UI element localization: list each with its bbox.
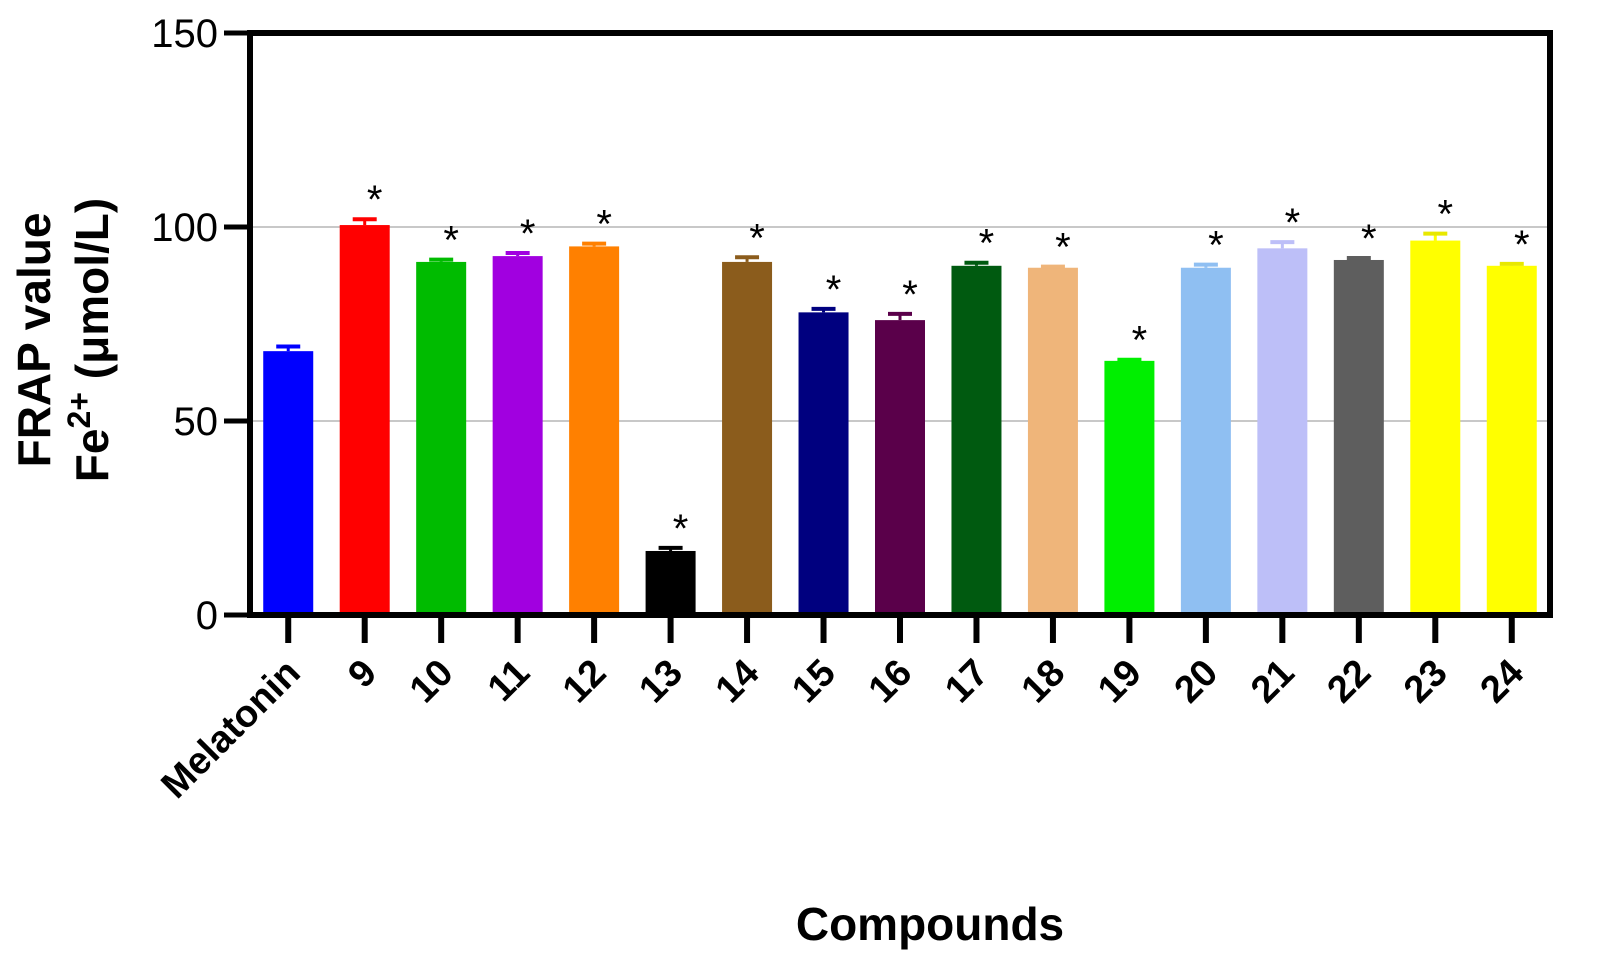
bar [798,312,849,615]
significance-mark: * [826,268,842,312]
y-axis-title-superscript: 2+ [61,392,97,428]
x-tick-label: 18 [1014,652,1074,712]
y-tick-label: 50 [174,400,219,444]
bar [569,246,620,615]
plot-frame [247,30,1553,618]
significance-mark: * [1208,224,1224,268]
bars [263,217,1537,615]
x-tick-label: 21 [1243,652,1303,712]
bar [951,265,1002,615]
x-tick-label: 19 [1090,652,1150,712]
significance-mark: * [367,178,383,222]
significance-mark: * [443,219,459,263]
x-tick-label: 12 [555,652,615,712]
significance-mark: * [596,203,612,247]
bar [722,261,773,615]
x-tick-label: 11 [480,652,538,710]
significance-mark: * [1514,223,1530,267]
significance-mark: * [1285,201,1301,245]
bar [339,225,390,615]
significance-mark: * [520,212,536,256]
significance-mark: * [1361,217,1377,261]
axes [224,30,1553,643]
bar [875,320,925,615]
bar [1410,240,1461,615]
y-axis-title-fe: Fe [66,429,118,483]
bar [1027,267,1078,615]
bar [1180,267,1231,615]
x-tick-label: 17 [937,652,997,712]
x-axis-title: Compounds [796,898,1064,950]
bar [645,550,696,615]
x-tick-label: 15 [784,652,844,712]
significance-mark: * [749,216,765,260]
bar [416,261,467,615]
y-tick-label: 0 [196,594,218,638]
y-tick-label: 100 [151,206,218,250]
significance-mark: * [1132,319,1148,363]
x-tick-label: 13 [631,652,691,712]
x-tick-label: 14 [708,652,768,712]
x-tick-label: 16 [861,652,921,712]
significance-mark: * [1055,226,1071,270]
x-tick-label: 9 [340,652,385,697]
x-tick-label: 10 [402,652,462,712]
bar [492,256,543,615]
significance-mark: * [673,507,689,551]
x-tick-label: 22 [1320,652,1380,712]
y-axis-title: FRAP value Fe2+ (μmol/L) [8,198,118,482]
x-tick-label: 24 [1473,652,1533,712]
bar [1104,360,1155,615]
significance-mark: * [979,222,995,266]
significance-mark: * [1438,193,1454,237]
y-axis-title-line1: FRAP value [8,213,60,468]
y-tick-label: 150 [151,12,218,56]
significance-mark: * [902,273,918,317]
bar [1257,248,1308,615]
x-tick-label: 20 [1167,652,1227,712]
y-axis-title-line2: Fe2+ (μmol/L) [61,198,118,482]
x-tick-label: Melatonin [154,652,309,807]
x-tick-label: 23 [1396,652,1456,712]
bar [1486,265,1537,615]
y-axis-title-unit: (μmol/L) [66,198,118,392]
bar [1333,259,1384,615]
bar [263,351,314,615]
